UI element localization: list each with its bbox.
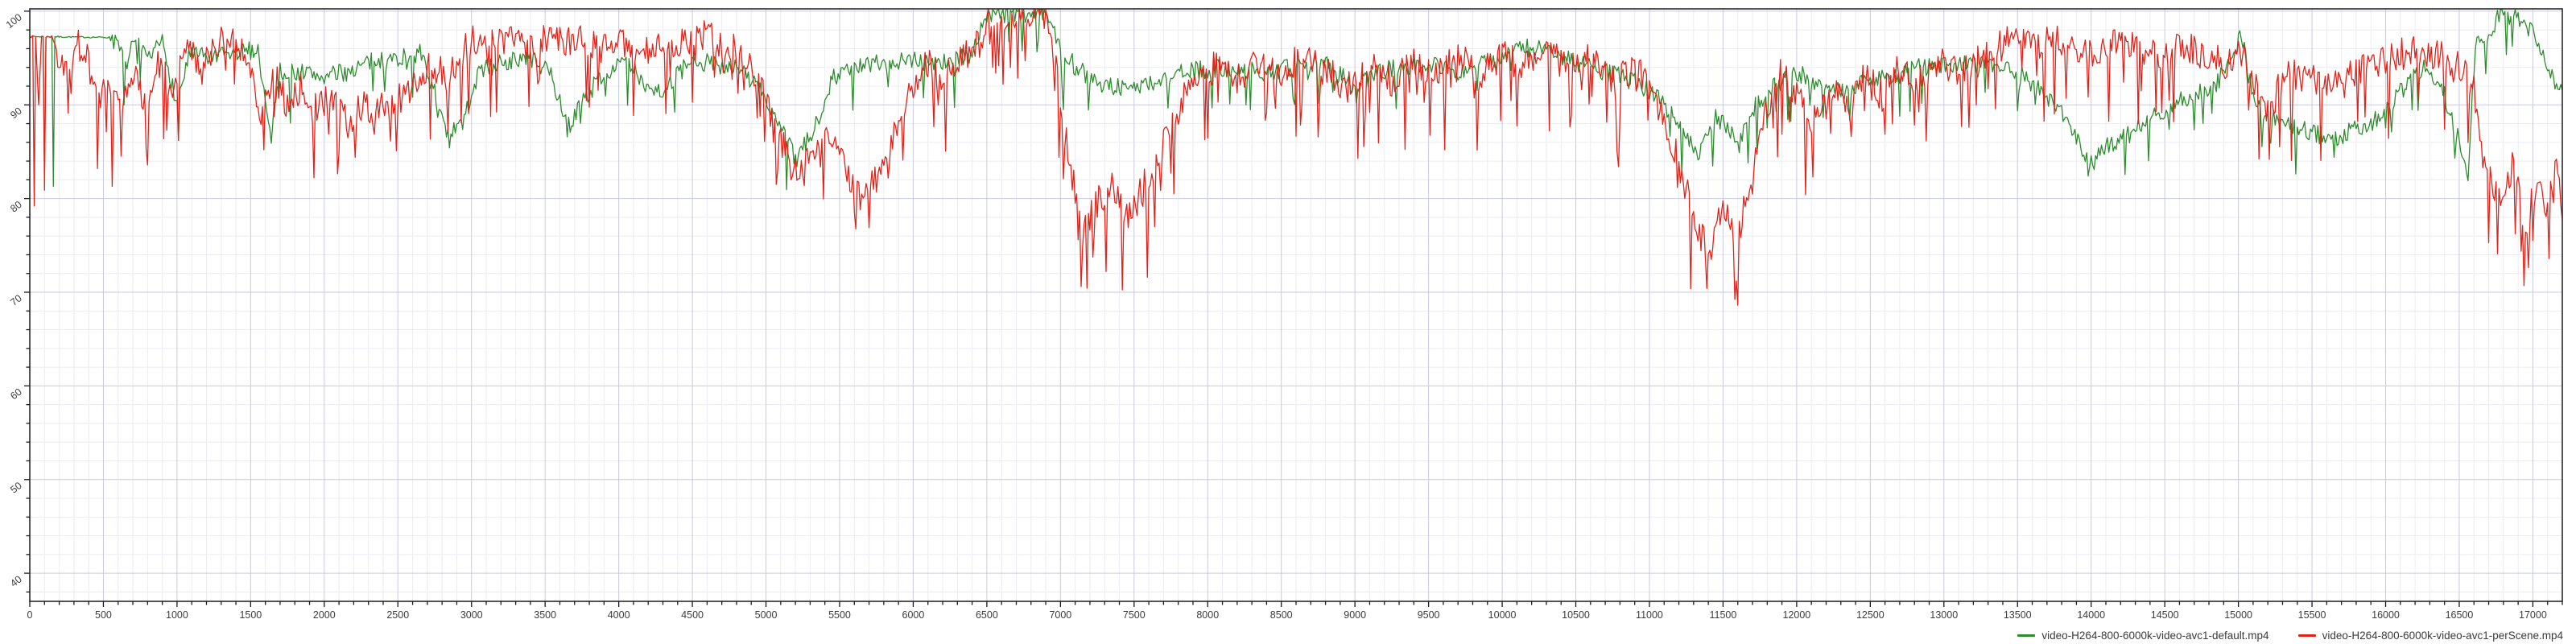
x-tick-label: 10000 [1488,609,1517,621]
x-tick-label: 16500 [2446,609,2474,621]
x-tick-label: 4500 [681,609,704,621]
axis-labels: 0 500 1000 1500 2000 2500 3000 3500 4000 4500 5000… [4,11,2547,621]
legend-line-red-icon [2297,634,2316,637]
x-tick-label: 2000 [313,609,336,621]
x-tick-label: 14000 [2077,609,2105,621]
series-lines [30,9,2562,306]
y-tick-label: 50 [8,480,24,496]
x-tick-label: 6500 [976,609,998,621]
x-tick-label: 7500 [1123,609,1146,621]
x-tick-label: 11500 [1710,609,1737,621]
x-tick-label: 3000 [460,609,483,621]
x-tick-label: 9000 [1344,609,1366,621]
y-tick-label: 60 [8,386,24,402]
y-tick-label: 40 [8,573,24,589]
x-tick-label: 5000 [755,609,778,621]
legend-line-green-icon [2017,634,2036,637]
x-tick-label: 15000 [2224,609,2252,621]
x-tick-label: 6000 [902,609,925,621]
y-tick-label: 70 [8,292,24,308]
legend: video-H264-800-6000k-video-avc1-default.… [2017,630,2563,642]
x-tick-label: 3500 [534,609,556,621]
x-tick-label: 12000 [1783,609,1811,621]
axis-ticks [24,10,2563,607]
x-tick-label: 16000 [2372,609,2400,621]
series-line [30,9,2562,191]
legend-item-perscene: video-H264-800-6000k-video-avc1-perScene… [2297,630,2563,642]
x-tick-label: 11000 [1636,609,1663,621]
x-tick-label: 0 [27,609,33,621]
x-tick-label: 14500 [2151,609,2179,621]
x-tick-label: 4000 [608,609,630,621]
x-tick-label: 2500 [386,609,409,621]
x-tick-label: 500 [95,609,112,621]
legend-item-default: video-H264-800-6000k-video-avc1-default.… [2017,630,2269,642]
y-tick-label: 90 [8,105,24,122]
minor-grid [30,9,2562,601]
legend-label-default: video-H264-800-6000k-video-avc1-default.… [2041,630,2269,642]
y-tick-label: 100 [4,11,24,31]
x-tick-label: 1000 [166,609,188,621]
x-tick-label: 8500 [1270,609,1293,621]
x-tick-label: 5500 [828,609,851,621]
series-line [30,9,2562,306]
x-tick-label: 10500 [1562,609,1590,621]
x-tick-label: 8000 [1196,609,1219,621]
x-tick-label: 7000 [1049,609,1071,621]
y-tick-label: 80 [8,199,24,215]
x-tick-label: 1500 [239,609,262,621]
legend-label-perscene: video-H264-800-6000k-video-avc1-perScene… [2322,630,2563,642]
x-tick-label: 9500 [1418,609,1440,621]
x-tick-label: 15500 [2298,609,2326,621]
x-tick-label: 12500 [1856,609,1885,621]
x-tick-label: 13000 [1930,609,1958,621]
x-tick-label: 17000 [2519,609,2547,621]
x-tick-label: 13500 [2004,609,2032,621]
